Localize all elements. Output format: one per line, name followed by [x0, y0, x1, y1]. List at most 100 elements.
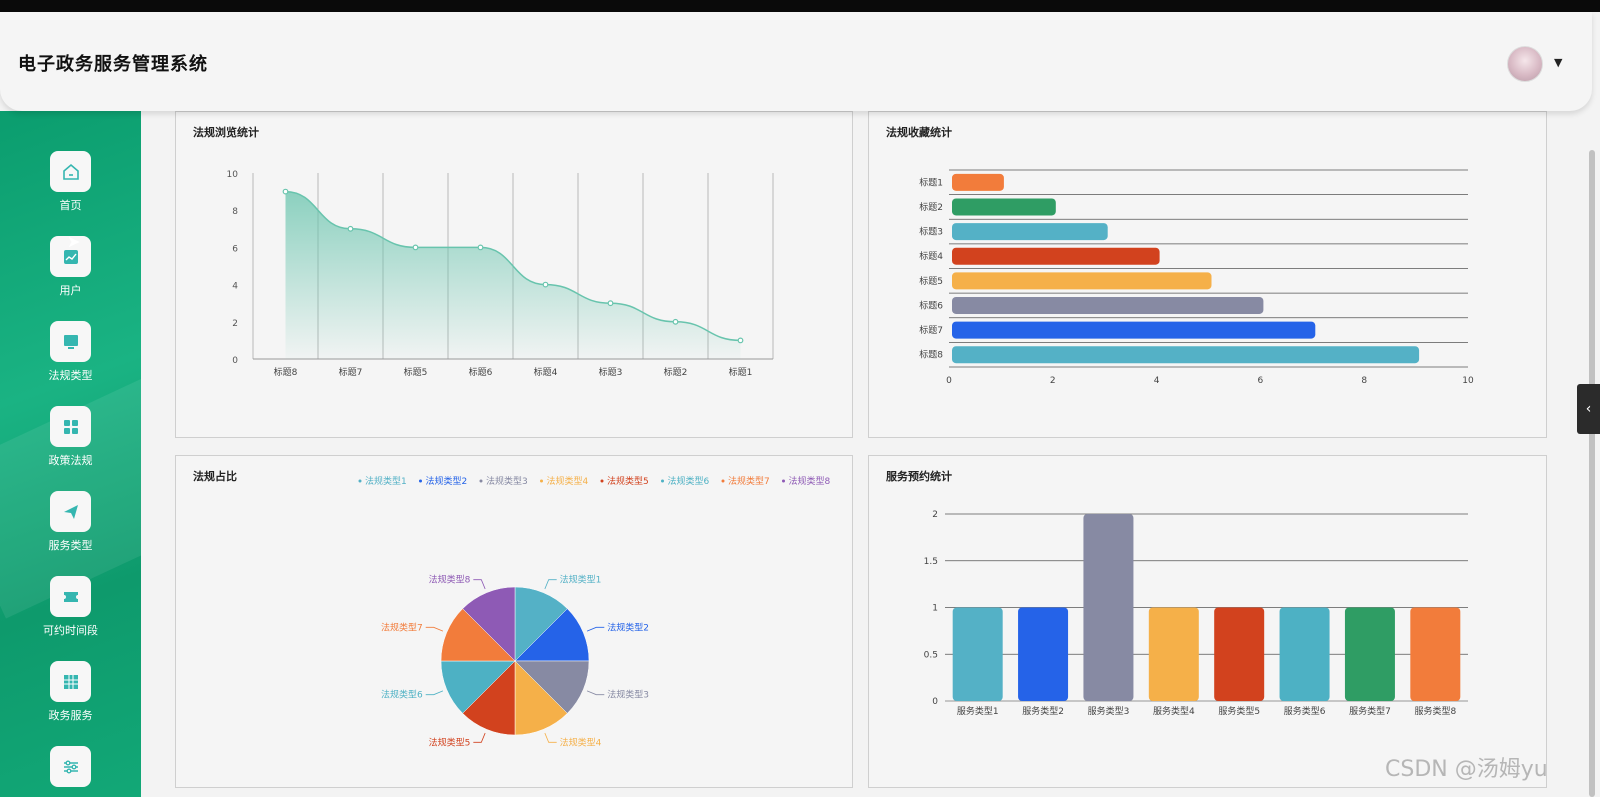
bar: [1018, 607, 1069, 701]
bar: [952, 247, 1160, 265]
y-tick-label: 1: [932, 604, 938, 614]
legend-marker: [721, 479, 725, 483]
legend-marker: [358, 479, 362, 483]
app-header: 电子政务服务管理系统 ▼: [0, 12, 1592, 111]
pie-slice: [514, 660, 590, 714]
x-tick-label: 服务类型1: [957, 705, 999, 717]
bar: [952, 272, 1212, 290]
pie-label-line: [586, 626, 605, 632]
sidebar-item-settings[interactable]: [0, 746, 141, 792]
pie-label: 法规类型2: [607, 621, 649, 633]
y-tick-label: 标题4: [919, 250, 943, 262]
legend-marker: [419, 479, 422, 483]
y-tick-label: 2: [932, 510, 938, 520]
bar: [1214, 607, 1265, 701]
legend-label: 法规类型1: [365, 475, 407, 487]
card-title: 服务预约统计: [886, 470, 952, 483]
mouse-cursor-icon: ➤: [67, 232, 81, 251]
x-tick-label: 服务类型4: [1153, 705, 1195, 717]
sidebar-item-label: 政务服务: [48, 709, 93, 722]
horizontal-bar-chart: 标题1 标题2 标题3 标题4 标题5 标题6 标题7 标题8 0 2 4 6 8 10: [919, 169, 1474, 386]
y-tick-label: 4: [232, 282, 238, 292]
data-point: [477, 244, 484, 251]
x-tick-label: 标题2: [664, 366, 688, 378]
pie-slice: [462, 660, 516, 736]
legend-label: 法规类型6: [668, 475, 710, 487]
favorite-stats-card: 法规收藏统计 标题1 标题2 标题3 标题4 标题5 标题6 标题7 标题8 0 2 4 6 8 10: [868, 111, 1547, 438]
bar: [952, 296, 1264, 314]
y-tick-label: 标题8: [919, 349, 943, 361]
home-icon: [50, 151, 91, 192]
scrollbar-thumb[interactable]: [1589, 150, 1595, 797]
pie-label-line: [544, 732, 557, 743]
data-point: [542, 281, 549, 288]
monitor-icon: [50, 321, 91, 362]
sidebar-item-regulation-type[interactable]: 法规类型: [0, 321, 141, 383]
data-point: [737, 337, 744, 344]
pie-slice: [514, 586, 568, 662]
sliders-icon: [50, 746, 91, 787]
y-tick-label: 6: [232, 244, 238, 254]
data-point: [412, 244, 419, 251]
legend-marker: [479, 479, 483, 483]
legend-marker: [600, 479, 604, 483]
card-title: 法规收藏统计: [886, 126, 952, 139]
x-tick-label: 服务类型2: [1022, 705, 1064, 717]
browse-stats-card: 法规浏览统计 0 2 4 6 8 10 标题8 标题7 标题5 标题6 标题4 标题3 标题2 标题1: [175, 111, 853, 438]
sidebar-item-users[interactable]: 用户: [0, 236, 141, 298]
y-tick-label: 标题3: [919, 226, 943, 238]
pie-label: 法规类型5: [429, 736, 471, 748]
table-icon: [50, 661, 91, 702]
sidebar-item-home[interactable]: 首页: [0, 151, 141, 213]
pie-label: 法规类型6: [381, 689, 423, 701]
x-tick-label: 服务类型7: [1349, 705, 1391, 717]
grid-icon: [50, 406, 91, 447]
y-tick-label: 标题5: [919, 275, 943, 287]
x-tick-label: 2: [1050, 376, 1056, 386]
sidebar-item-policy[interactable]: 政策法规: [0, 406, 141, 468]
card-title: 法规占比: [193, 470, 237, 483]
legend-marker: [661, 479, 664, 483]
pie-label-line: [425, 626, 444, 632]
chart-icon: [50, 236, 91, 277]
pie-label-line: [473, 579, 486, 590]
service-booking-card: 服务预约统计 0 0.5 1 1.5 2 服务类型1 服务类型2 服务类型3 服务类型4 服务类型…: [868, 455, 1547, 788]
avatar[interactable]: [1507, 46, 1543, 82]
y-tick-label: 0: [932, 697, 938, 707]
sidebar-item-time-slot[interactable]: 可约时间段: [0, 576, 141, 638]
pie-label-line: [544, 579, 557, 590]
legend-marker: [782, 479, 785, 483]
sidebar-item-service-type[interactable]: 服务类型: [0, 491, 141, 553]
bar: [1410, 607, 1461, 701]
y-tick-label: 2: [232, 319, 238, 329]
x-tick-label: 6: [1258, 376, 1264, 386]
y-tick-label: 8: [232, 207, 238, 217]
x-tick-label: 10: [1462, 376, 1474, 386]
y-tick-label: 0.5: [924, 650, 938, 660]
x-tick-label: 标题4: [534, 366, 558, 378]
chevron-left-icon[interactable]: ‹: [1577, 384, 1600, 434]
x-tick-label: 服务类型3: [1088, 705, 1130, 717]
x-tick-label: 8: [1361, 376, 1367, 386]
y-tick-label: 标题7: [919, 324, 943, 336]
bar-chart: 0 0.5 1 1.5 2 服务类型1 服务类型2 服务类型3 服务类型4 服务类型5 服务类型6 服…: [924, 510, 1468, 717]
sidebar-item-label: 可约时间段: [43, 624, 98, 637]
sidebar-item-gov-service[interactable]: 政务服务: [0, 661, 141, 723]
bar: [1279, 607, 1330, 701]
pie-label: 法规类型3: [607, 689, 649, 701]
pie-slice: [440, 608, 516, 662]
x-tick-label: 标题5: [404, 366, 428, 378]
bar: [952, 173, 1004, 191]
pie-label-line: [473, 732, 486, 743]
pie-slice: [440, 660, 516, 714]
chevron-down-icon[interactable]: ▼: [1554, 56, 1563, 69]
bar: [952, 321, 1316, 339]
legend-marker: [540, 479, 543, 483]
y-tick-label: 标题1: [919, 176, 943, 188]
bar: [1148, 607, 1199, 701]
bar: [952, 198, 1056, 216]
sidebar-item-label: 用户: [59, 284, 82, 297]
data-point: [282, 188, 289, 195]
pie-chart: 法规类型1 法规类型2 法规类型3 法规类型4 法规类型5 法规类型6 法规类型7 法规类型8…: [358, 475, 831, 748]
bar: [1344, 607, 1395, 701]
